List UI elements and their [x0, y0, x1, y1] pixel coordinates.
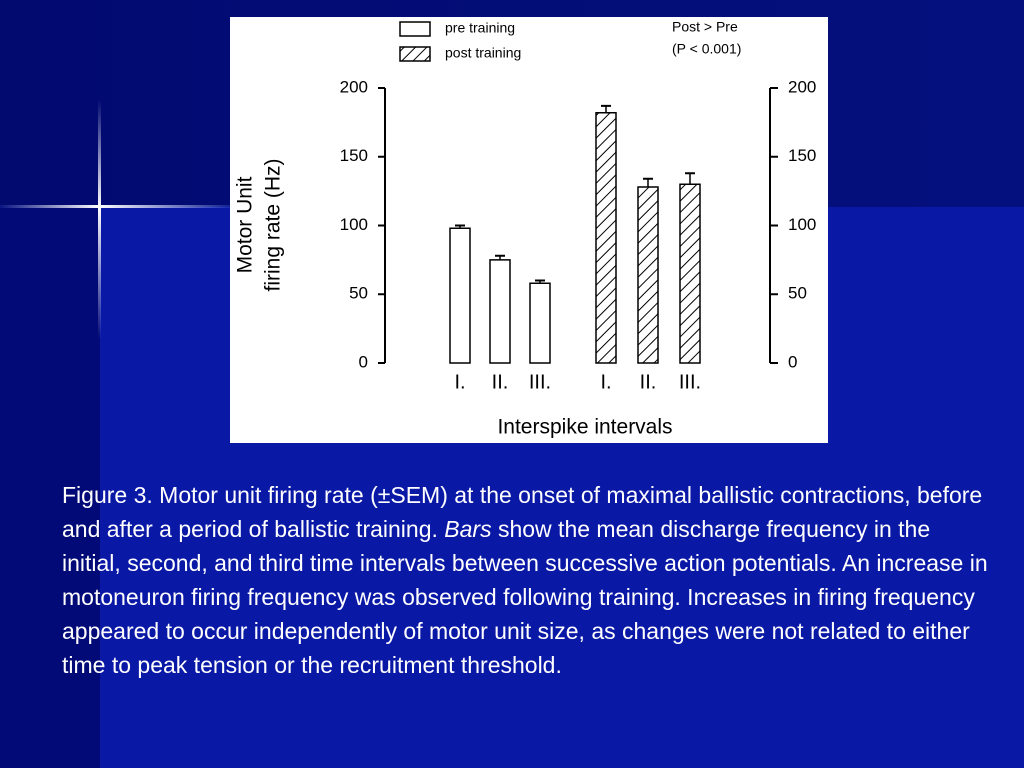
- annotation: (P < 0.001): [672, 41, 741, 57]
- x-tick-label: I.: [600, 371, 611, 393]
- legend-label: post training: [445, 45, 521, 61]
- y-tick-label: 50: [349, 284, 368, 303]
- x-tick-label: III.: [529, 371, 551, 393]
- legend-swatch: [399, 46, 431, 62]
- y2-tick-label: 0: [788, 352, 797, 371]
- y-axis-label: firing rate (Hz): [262, 158, 285, 291]
- y2-tick-label: 100: [788, 215, 816, 234]
- bar: [595, 112, 617, 364]
- y-tick-label: 100: [340, 215, 368, 234]
- annotation: Post > Pre: [672, 19, 738, 35]
- legend-swatch: [399, 21, 431, 37]
- caption-text: Bars: [444, 516, 492, 542]
- caption: Figure 3. Motor unit firing rate (±SEM) …: [62, 478, 992, 682]
- x-tick-label: I.: [454, 371, 465, 393]
- bar: [449, 227, 471, 364]
- x-tick-label: II.: [492, 371, 509, 393]
- bar: [679, 183, 701, 364]
- y2-tick-label: 150: [788, 146, 816, 165]
- y-tick-label: 0: [359, 352, 368, 371]
- star-decoration: [0, 205, 230, 208]
- y-tick-label: 200: [340, 77, 368, 96]
- x-axis-label: Interspike intervals: [497, 416, 672, 439]
- chart: Post > Pre (P < 0.001) Interspike interv…: [234, 19, 817, 439]
- bar: [637, 186, 659, 364]
- legend-label: pre training: [445, 20, 515, 36]
- chart-image: Post > Pre (P < 0.001) Interspike interv…: [230, 17, 828, 443]
- star-decoration: [98, 100, 101, 340]
- y-tick-label: 150: [340, 146, 368, 165]
- caption-text: show the mean discharge frequency in the…: [62, 516, 988, 678]
- y2-tick-label: 200: [788, 77, 816, 96]
- y-axis-label: Motor Unit: [234, 176, 257, 273]
- bar: [489, 259, 511, 364]
- x-tick-label: III.: [679, 371, 701, 393]
- caption-text: Figure 3. Motor unit firing rate (±SEM) …: [62, 482, 983, 542]
- x-tick-label: II.: [640, 371, 657, 393]
- y2-tick-label: 50: [788, 284, 807, 303]
- bar: [529, 282, 551, 364]
